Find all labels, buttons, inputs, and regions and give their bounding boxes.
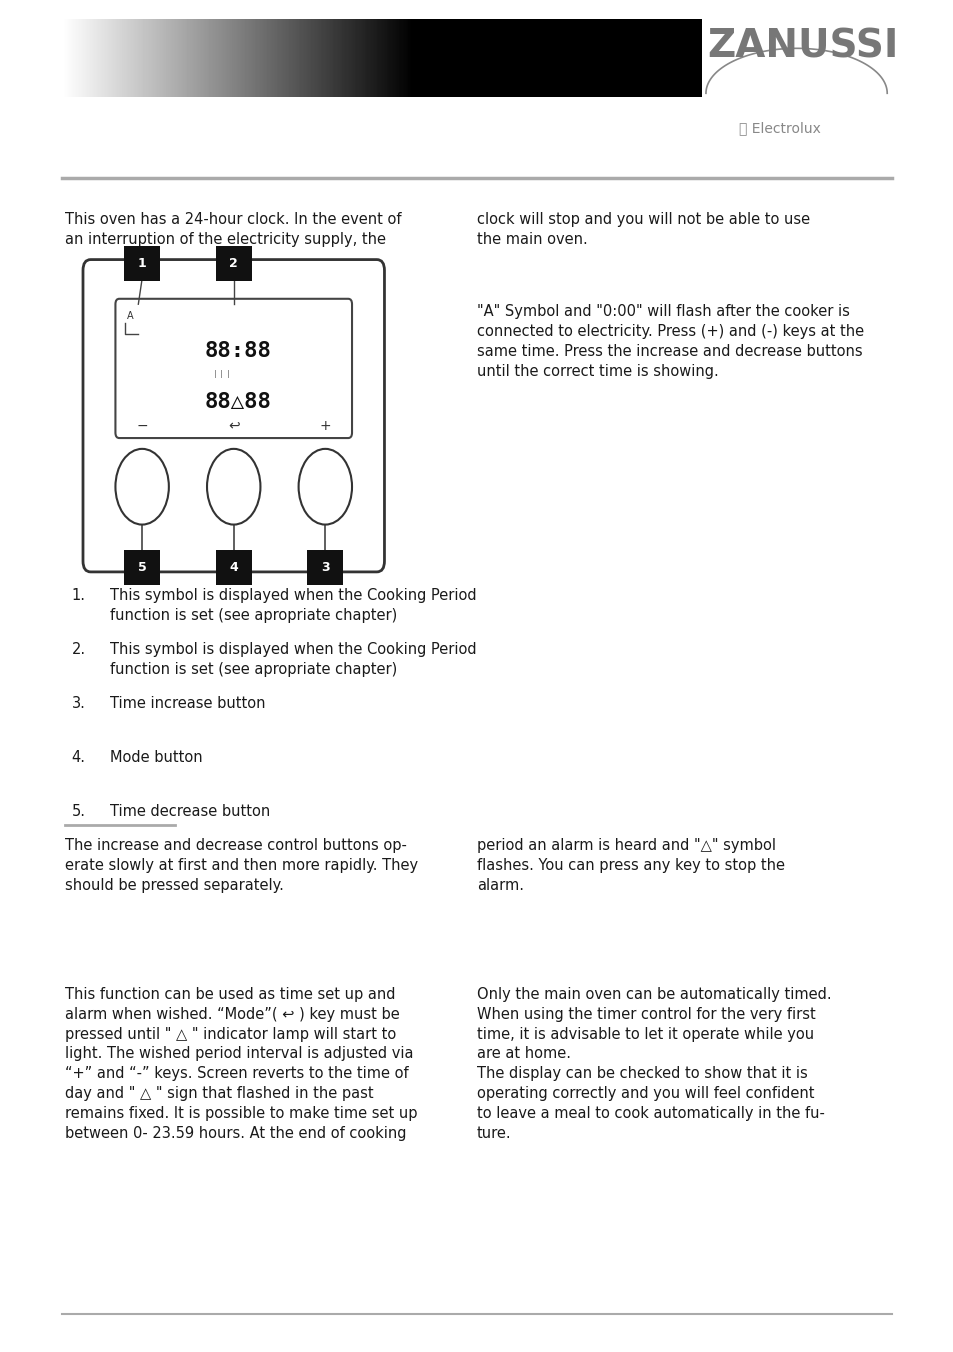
FancyBboxPatch shape bbox=[215, 246, 252, 281]
Text: 88:88: 88:88 bbox=[205, 341, 272, 361]
Circle shape bbox=[298, 449, 352, 525]
Text: 3.: 3. bbox=[71, 696, 86, 711]
Circle shape bbox=[207, 449, 260, 525]
Text: 5: 5 bbox=[137, 561, 147, 575]
FancyBboxPatch shape bbox=[215, 550, 252, 585]
Text: Time increase button: Time increase button bbox=[110, 696, 265, 711]
Text: clock will stop and you will not be able to use
the main oven.: clock will stop and you will not be able… bbox=[476, 212, 809, 247]
Circle shape bbox=[115, 449, 169, 525]
Text: This symbol is displayed when the Cooking Period
function is set (see apropriate: This symbol is displayed when the Cookin… bbox=[110, 588, 476, 623]
FancyBboxPatch shape bbox=[124, 550, 160, 585]
FancyBboxPatch shape bbox=[307, 550, 343, 585]
Text: 4: 4 bbox=[229, 561, 238, 575]
Text: 1.: 1. bbox=[71, 588, 86, 603]
Text: ❘❘❘: ❘❘❘ bbox=[212, 369, 233, 379]
Text: 4.: 4. bbox=[71, 750, 86, 765]
Text: "A" Symbol and "0:00" will flash after the cooker is
connected to electricity. P: "A" Symbol and "0:00" will flash after t… bbox=[476, 304, 863, 379]
FancyBboxPatch shape bbox=[115, 299, 352, 438]
Text: Only the main oven can be automatically timed.
When using the timer control for : Only the main oven can be automatically … bbox=[476, 987, 831, 1141]
Text: 2: 2 bbox=[229, 257, 238, 270]
Text: ZANUSSI: ZANUSSI bbox=[706, 27, 898, 65]
FancyBboxPatch shape bbox=[124, 246, 160, 281]
Text: 1: 1 bbox=[137, 257, 147, 270]
Text: period an alarm is heard and "△" symbol
flashes. You can press any key to stop t: period an alarm is heard and "△" symbol … bbox=[476, 838, 784, 892]
Text: Time decrease button: Time decrease button bbox=[110, 804, 270, 819]
Text: 2.: 2. bbox=[71, 642, 86, 657]
Text: This oven has a 24-hour clock. In the event of
an interruption of the electricit: This oven has a 24-hour clock. In the ev… bbox=[65, 212, 401, 247]
Text: 3: 3 bbox=[320, 561, 330, 575]
Text: This function can be used as time set up and
alarm when wished. “Mode”( ↩ ) key : This function can be used as time set up… bbox=[65, 987, 416, 1141]
Text: +: + bbox=[319, 419, 331, 433]
FancyBboxPatch shape bbox=[83, 260, 384, 572]
Text: Mode button: Mode button bbox=[110, 750, 202, 765]
Text: The increase and decrease control buttons op-
erate slowly at first and then mor: The increase and decrease control button… bbox=[65, 838, 417, 892]
Text: ↩: ↩ bbox=[228, 419, 239, 433]
Text: −: − bbox=[136, 419, 148, 433]
Text: A: A bbox=[127, 311, 133, 320]
Text: 5.: 5. bbox=[71, 804, 86, 819]
Text: ⓔ Electrolux: ⓔ Electrolux bbox=[739, 122, 821, 135]
Text: This symbol is displayed when the Cooking Period
function is set (see apropriate: This symbol is displayed when the Cookin… bbox=[110, 642, 476, 677]
Text: 88△88: 88△88 bbox=[205, 392, 272, 412]
